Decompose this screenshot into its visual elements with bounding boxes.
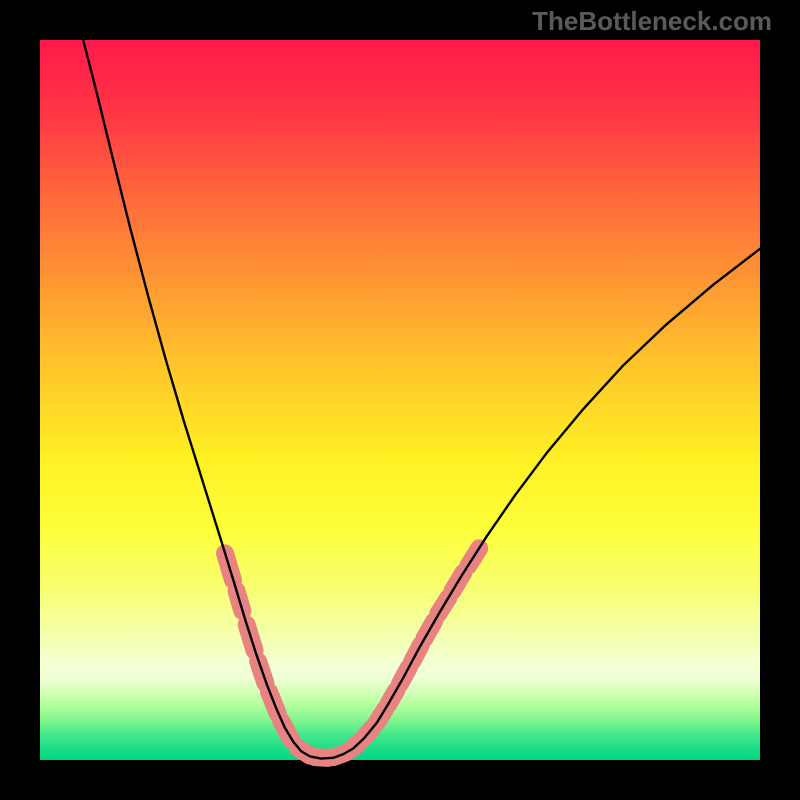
watermark-text: TheBottleneck.com [532,6,772,37]
bottleneck-chart [0,0,800,800]
plot-background [40,40,760,760]
